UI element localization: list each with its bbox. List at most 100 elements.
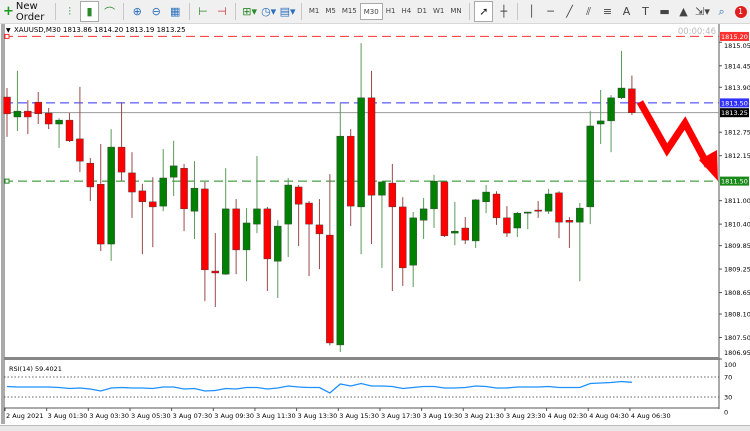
candle (555, 191, 563, 239)
pane-splitter[interactable] (4, 357, 719, 360)
candle-body (326, 234, 334, 344)
candle (76, 86, 84, 173)
trendline-icon[interactable]: ╱ (566, 5, 573, 18)
toolbar: + New Order ⫶ ▮ ⌒ ⊕ ⊖ ▦ ⊢ ⊣ ⊞▾ ◷▾ ▤▾ M1 M5… (0, 0, 750, 24)
arrowhead-icon (699, 150, 718, 181)
candle (284, 177, 292, 257)
search-icon[interactable]: ⌕ (718, 4, 725, 18)
periods-icon[interactable]: ◷▾ (261, 5, 277, 18)
cursor-icon[interactable]: ➚ (474, 1, 494, 22)
timeframe-m30[interactable]: M30 (359, 3, 383, 20)
rectangle-icon[interactable]: ▬ (659, 5, 670, 18)
candlestick-icon[interactable]: ▮ (80, 1, 100, 22)
tile-windows-icon[interactable]: ▦ (170, 5, 181, 18)
candle-body (107, 146, 115, 245)
triangle-icon[interactable]: ▲ (679, 5, 688, 18)
timeframe-m15[interactable]: M15 (341, 6, 357, 15)
price-chart[interactable]: 1815.20 1813.50 1813.25 1811.50 1815.05 1814… (0, 24, 750, 425)
candle (451, 201, 459, 246)
chart-window[interactable]: 1815.20 1813.50 1813.25 1811.50 1815.05 1814… (0, 24, 750, 425)
candle (419, 197, 428, 239)
candle (628, 75, 636, 116)
candle-body (586, 125, 594, 208)
timeframe-m5[interactable]: M5 (325, 6, 336, 15)
candle (180, 163, 188, 232)
time-axis-label: 4 Aug 02:30 (548, 412, 588, 420)
new-order-button[interactable]: + New Order (3, 0, 45, 23)
candle-body (596, 120, 605, 125)
candle-body (378, 181, 386, 196)
price-tag-label: 1813.25 (721, 109, 748, 117)
timeframe-d1[interactable]: D1 (417, 6, 427, 15)
timeframe-h4[interactable]: H4 (401, 6, 412, 15)
level-anchor[interactable] (4, 33, 10, 39)
candle (86, 158, 95, 202)
timeframe-h1[interactable]: H1 (385, 6, 396, 15)
candle-body (242, 222, 251, 251)
price-axis-label: 1811.00 (724, 197, 750, 205)
zoom-out-icon[interactable]: ⊖ (151, 5, 161, 18)
candle-body (315, 224, 324, 235)
vertical-line-icon[interactable]: │ (528, 5, 535, 18)
level-anchor[interactable] (4, 178, 10, 184)
candle (263, 206, 272, 291)
candle-body (503, 217, 511, 234)
candle (399, 197, 407, 286)
text-label-icon[interactable]: T (642, 5, 649, 18)
candle (107, 129, 115, 261)
price-tag-label: 1815.20 (721, 33, 748, 41)
candle (55, 118, 63, 148)
candle-body (482, 191, 490, 203)
candle (576, 203, 584, 282)
candle (159, 149, 167, 212)
bar-chart-icon[interactable]: ⫶ (68, 4, 71, 18)
notifications-button[interactable]: 1 (732, 2, 749, 21)
timeframe-w1[interactable]: W1 (433, 6, 445, 15)
bar-countdown: 00:00:46 (678, 27, 716, 37)
candle (34, 91, 42, 125)
candle-body (544, 193, 553, 212)
candle (138, 183, 147, 255)
autoscroll-icon[interactable]: ⊢ (198, 5, 208, 18)
timeframe-m1[interactable]: M1 (308, 6, 320, 15)
candle-body (357, 97, 365, 208)
line-chart-icon[interactable]: ⌒ (104, 5, 116, 19)
zigzag-arrow-shape[interactable] (636, 100, 712, 168)
candle-body (34, 101, 42, 115)
zoom-in-icon[interactable]: ⊕ (132, 5, 142, 18)
candle-body (263, 208, 272, 260)
time-axis-label: 4 Aug 04:30 (589, 412, 629, 420)
arrows-icon[interactable]: ⇲▾ (695, 5, 710, 18)
candle-body (44, 112, 53, 125)
candle (274, 220, 282, 299)
candle-body (430, 180, 438, 210)
time-axis-label: 3 Aug 09:30 (214, 412, 254, 420)
candle (222, 168, 230, 275)
crosshair-icon[interactable]: ┼ (500, 5, 508, 18)
chart-shift-icon[interactable]: ⊣ (217, 5, 227, 18)
templates-icon[interactable]: ▤▾ (279, 5, 296, 18)
candle-body (492, 193, 501, 219)
candle-body (55, 119, 63, 125)
indicators-icon[interactable]: ⊞▾ (242, 5, 257, 18)
toolbar-separator (188, 3, 190, 20)
fibonacci-icon[interactable]: ≡ (602, 5, 613, 18)
candle-body (190, 187, 199, 212)
channel-icon[interactable]: ⫽ (586, 4, 591, 18)
chart-menu-arrow-icon[interactable]: ▼ (6, 27, 11, 34)
candle (482, 185, 490, 214)
chart-tabs-bar[interactable] (0, 425, 750, 431)
candle (471, 199, 480, 248)
horizontal-line-icon[interactable]: ─ (547, 5, 554, 18)
candle-body (388, 182, 397, 208)
price-tag (720, 31, 749, 41)
time-axis-label: 2 Aug 2021 (6, 412, 44, 420)
candle-body (399, 206, 407, 269)
timeframe-mn[interactable]: MN (450, 6, 462, 15)
toolbar-separator (468, 3, 470, 20)
text-icon[interactable]: A (622, 5, 631, 18)
candle (149, 177, 157, 248)
price-tag-label: 1811.50 (721, 178, 748, 186)
candle (524, 211, 532, 230)
candle (378, 181, 386, 268)
